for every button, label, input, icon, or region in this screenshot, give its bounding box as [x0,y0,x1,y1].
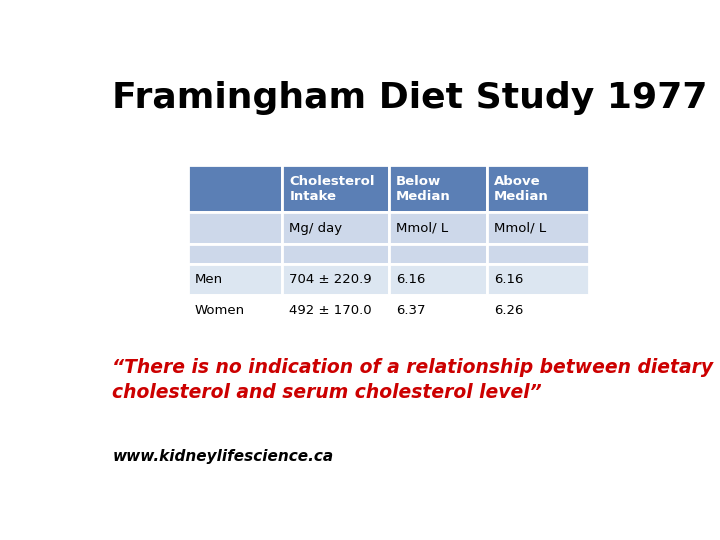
FancyBboxPatch shape [282,244,389,264]
Text: Mmol/ L: Mmol/ L [494,221,546,234]
FancyBboxPatch shape [188,295,282,326]
FancyBboxPatch shape [282,165,389,212]
FancyBboxPatch shape [282,212,389,244]
Text: 6.26: 6.26 [494,304,523,317]
FancyBboxPatch shape [487,212,590,244]
Text: Above
Median: Above Median [494,174,549,202]
FancyBboxPatch shape [487,264,590,295]
Text: 6.37: 6.37 [396,304,426,317]
FancyBboxPatch shape [188,212,282,244]
FancyBboxPatch shape [487,295,590,326]
Text: 492 ± 170.0: 492 ± 170.0 [289,304,372,317]
FancyBboxPatch shape [188,244,282,264]
Text: Framingham Diet Study 1977: Framingham Diet Study 1977 [112,82,708,116]
FancyBboxPatch shape [487,244,590,264]
FancyBboxPatch shape [282,264,389,295]
FancyBboxPatch shape [389,295,487,326]
FancyBboxPatch shape [389,165,487,212]
Text: 6.16: 6.16 [494,273,523,286]
Text: Men: Men [195,273,223,286]
Text: Mmol/ L: Mmol/ L [396,221,448,234]
Text: Women: Women [195,304,245,317]
FancyBboxPatch shape [487,165,590,212]
FancyBboxPatch shape [282,295,389,326]
Text: www.kidneylifescience.ca: www.kidneylifescience.ca [112,449,333,464]
Text: Cholesterol
Intake: Cholesterol Intake [289,174,375,202]
Text: Below
Median: Below Median [396,174,451,202]
FancyBboxPatch shape [389,264,487,295]
Text: “There is no indication of a relationship between dietary
cholesterol and serum : “There is no indication of a relationshi… [112,358,714,402]
FancyBboxPatch shape [389,212,487,244]
FancyBboxPatch shape [188,264,282,295]
Text: 704 ± 220.9: 704 ± 220.9 [289,273,372,286]
Text: Mg/ day: Mg/ day [289,221,343,234]
FancyBboxPatch shape [389,244,487,264]
Text: 6.16: 6.16 [396,273,425,286]
FancyBboxPatch shape [188,165,282,212]
